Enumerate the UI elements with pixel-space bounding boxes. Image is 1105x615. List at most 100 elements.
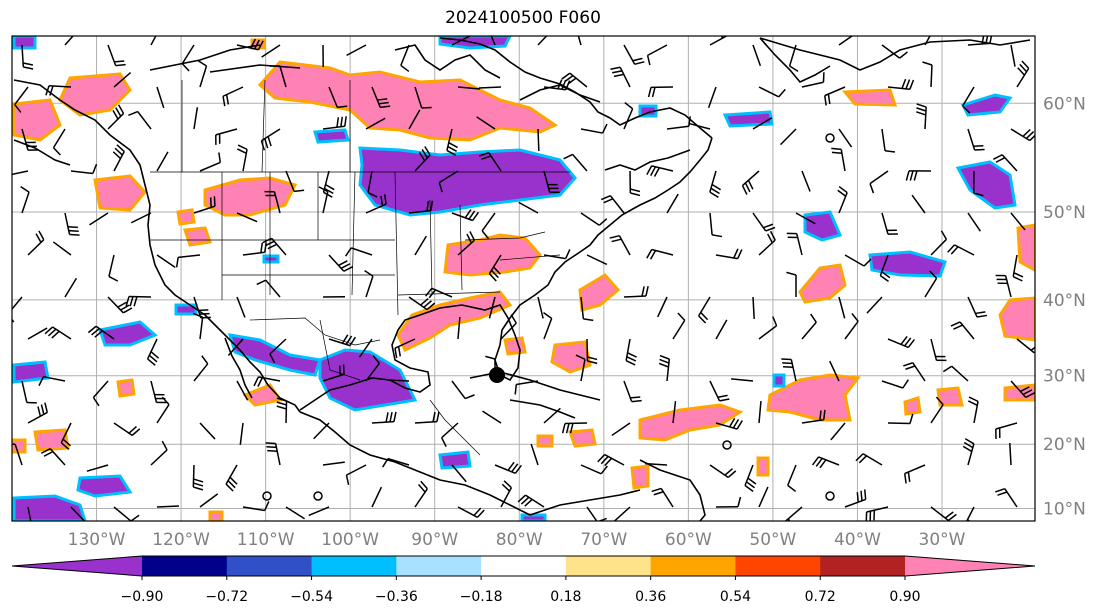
wind-barb bbox=[64, 277, 78, 298]
wind-barb bbox=[780, 128, 797, 146]
lat-tick-label: 10°N bbox=[1043, 499, 1086, 519]
wind-barb bbox=[688, 122, 711, 130]
wind-barb bbox=[130, 212, 152, 224]
wind-barb bbox=[14, 86, 29, 113]
wind-barb bbox=[367, 170, 378, 198]
wind-barb bbox=[995, 422, 1018, 440]
wind-barb bbox=[38, 375, 66, 386]
wind-barb bbox=[253, 376, 281, 387]
lat-tick-label: 60°N bbox=[1043, 94, 1086, 114]
wind-barb bbox=[156, 254, 176, 268]
wind-barb bbox=[322, 461, 345, 466]
colorbar-tick-label: −0.18 bbox=[460, 589, 503, 605]
wind-barb bbox=[879, 254, 891, 283]
wind-barb bbox=[414, 480, 428, 508]
wind-barb bbox=[193, 355, 209, 382]
wind-barb bbox=[386, 379, 410, 382]
wind-barb bbox=[786, 232, 803, 256]
lon-tick-label: 100°W bbox=[321, 530, 379, 550]
wind-barb bbox=[285, 170, 305, 193]
wind-barb bbox=[924, 270, 938, 298]
lat-tick-label: 50°N bbox=[1043, 203, 1086, 223]
lon-tick-label: 130°W bbox=[68, 530, 126, 550]
wind-barb bbox=[414, 411, 440, 424]
wind-barb bbox=[414, 146, 431, 172]
wind-barb bbox=[972, 170, 984, 197]
wind-barb bbox=[514, 380, 539, 395]
wind-barb bbox=[64, 212, 80, 236]
colorbar-segment bbox=[142, 556, 228, 576]
wind-barb bbox=[478, 86, 502, 89]
wind-barb bbox=[788, 44, 799, 72]
wind-barb bbox=[125, 295, 152, 307]
wind-barb bbox=[260, 128, 281, 151]
wind-barb bbox=[881, 379, 910, 389]
wind-barb bbox=[758, 486, 769, 508]
wind-barb bbox=[758, 86, 786, 98]
wind-barb bbox=[758, 316, 778, 340]
wind-barb bbox=[715, 319, 728, 340]
wind-barb bbox=[658, 354, 671, 382]
wind-barb bbox=[328, 334, 356, 347]
wind-barb bbox=[623, 380, 642, 403]
wind-barb bbox=[371, 86, 391, 109]
wind-barb bbox=[575, 354, 586, 382]
wind-barb bbox=[962, 86, 975, 114]
wind-barb bbox=[414, 235, 427, 256]
wind-barb bbox=[811, 456, 840, 469]
wind-barb bbox=[197, 60, 208, 88]
wind-barb bbox=[488, 254, 502, 282]
wind-barb bbox=[609, 234, 631, 256]
wind-barb bbox=[600, 195, 625, 214]
wind-barb bbox=[425, 287, 453, 299]
wind-barb bbox=[322, 170, 335, 198]
wind-barb bbox=[580, 212, 608, 226]
wind-barb bbox=[60, 422, 72, 450]
wind-barb bbox=[947, 244, 975, 256]
wind-barb bbox=[113, 422, 141, 436]
map-title: 2024100500 F060 bbox=[445, 8, 601, 28]
wind-barb bbox=[1010, 380, 1035, 399]
wind-barb bbox=[967, 296, 988, 318]
lon-tick-label: 60°W bbox=[665, 530, 712, 550]
wind-barb bbox=[905, 170, 932, 181]
wind-barb bbox=[922, 61, 933, 88]
wind-barb bbox=[830, 422, 846, 441]
wind-barb bbox=[869, 170, 889, 194]
wind-barb bbox=[371, 486, 383, 508]
wind-barb bbox=[242, 242, 267, 256]
wind-barb bbox=[457, 231, 476, 256]
colorbar-tick-label: 0.72 bbox=[805, 589, 836, 605]
wind-barb bbox=[707, 86, 717, 108]
wind-barb bbox=[451, 464, 467, 483]
colorbar-segment bbox=[735, 556, 821, 576]
wind-barb bbox=[715, 417, 743, 430]
wind-barb bbox=[112, 144, 125, 172]
wind-barb bbox=[261, 44, 281, 58]
wind-barb bbox=[563, 153, 588, 172]
wind-barb bbox=[328, 86, 348, 109]
wind-barb bbox=[371, 411, 397, 424]
wind-barb bbox=[855, 453, 883, 466]
wind-barb bbox=[801, 313, 817, 340]
wind-barb bbox=[561, 422, 588, 434]
wind-barb bbox=[543, 170, 560, 194]
wind-barb bbox=[500, 480, 513, 508]
wind-barb bbox=[530, 443, 539, 466]
wind-barb bbox=[236, 296, 246, 318]
wind-barb bbox=[408, 296, 436, 311]
wind-barb bbox=[87, 325, 115, 340]
lon-tick-label: 70°W bbox=[580, 530, 627, 550]
wind-barb bbox=[672, 312, 686, 340]
wind-barb bbox=[21, 380, 37, 404]
wind-barb bbox=[831, 147, 846, 172]
wind-barb bbox=[365, 355, 380, 382]
wind-barb bbox=[752, 44, 762, 66]
wind-barb bbox=[92, 380, 109, 407]
wind-barb bbox=[227, 338, 244, 356]
wind-barb bbox=[838, 36, 854, 46]
wind-barb bbox=[107, 296, 133, 314]
wind-barb bbox=[942, 365, 969, 382]
wind-barb bbox=[457, 317, 461, 340]
